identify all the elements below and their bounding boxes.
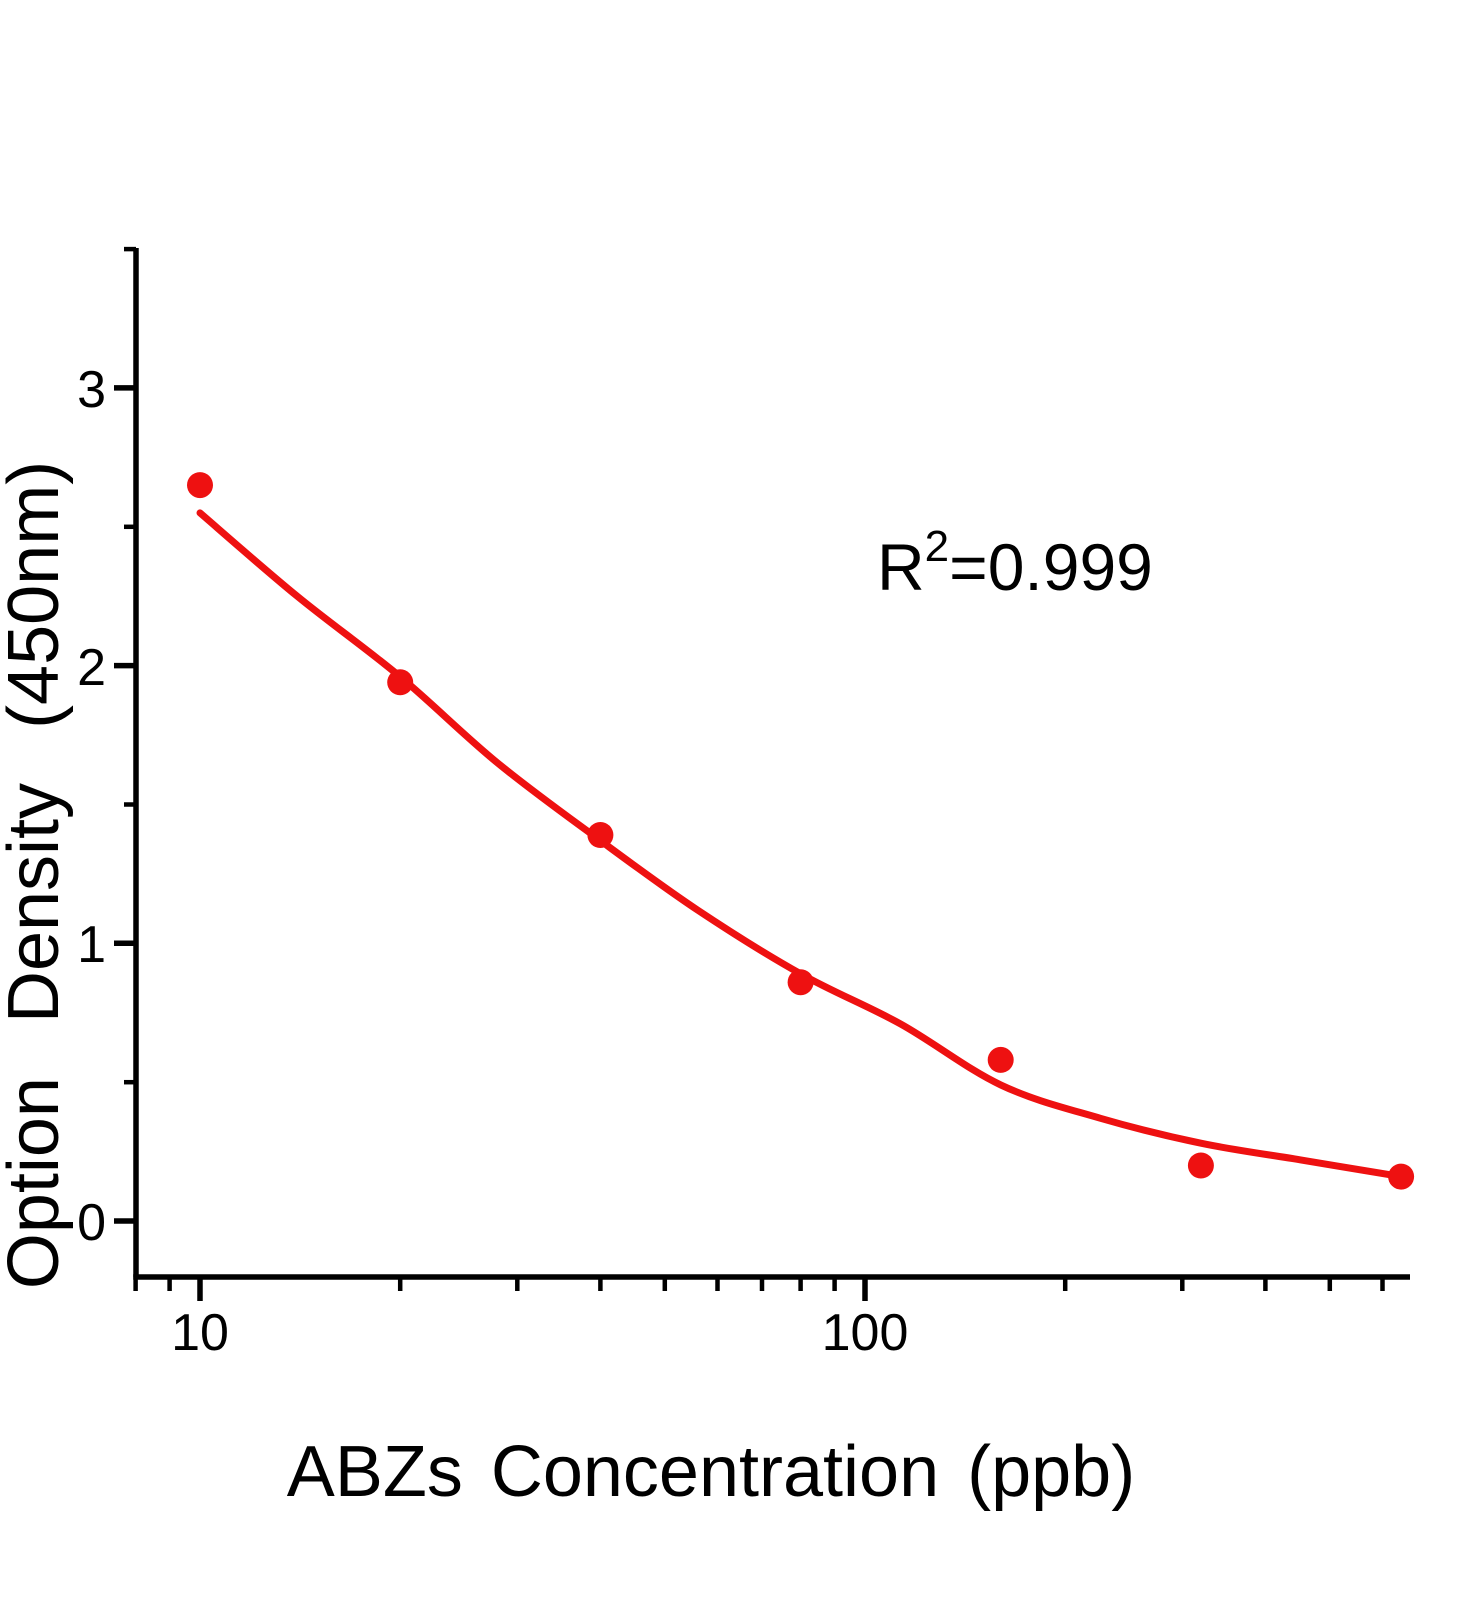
data-point	[187, 472, 213, 499]
r-squared-value: =0.999	[949, 530, 1153, 604]
y-tick-label-0: 0	[77, 1194, 106, 1252]
data-point	[987, 1046, 1014, 1073]
r-squared-base: R	[877, 530, 925, 604]
plot-area	[114, 246, 1415, 1301]
y-tick-label-1: 1	[77, 916, 106, 974]
data-point	[387, 669, 414, 696]
y-tick-label-2: 2	[77, 639, 106, 697]
data-point	[1388, 1163, 1415, 1190]
y-axis-title: Option Density (450nm)	[0, 461, 74, 1289]
r-squared-annotation: R2=0.999	[877, 522, 1153, 604]
x-tick-label-10: 10	[171, 1304, 229, 1362]
r-squared-exponent: 2	[925, 522, 949, 571]
fit-curve-line	[196, 509, 1405, 1181]
data-point	[787, 969, 814, 996]
data-point	[587, 822, 614, 848]
x-axis-title: ABZs Concentration (ppb)	[287, 1432, 1135, 1512]
y-tick-label-3: 3	[77, 361, 106, 419]
data-point	[1187, 1152, 1214, 1179]
x-tick-label-100: 100	[822, 1304, 909, 1362]
